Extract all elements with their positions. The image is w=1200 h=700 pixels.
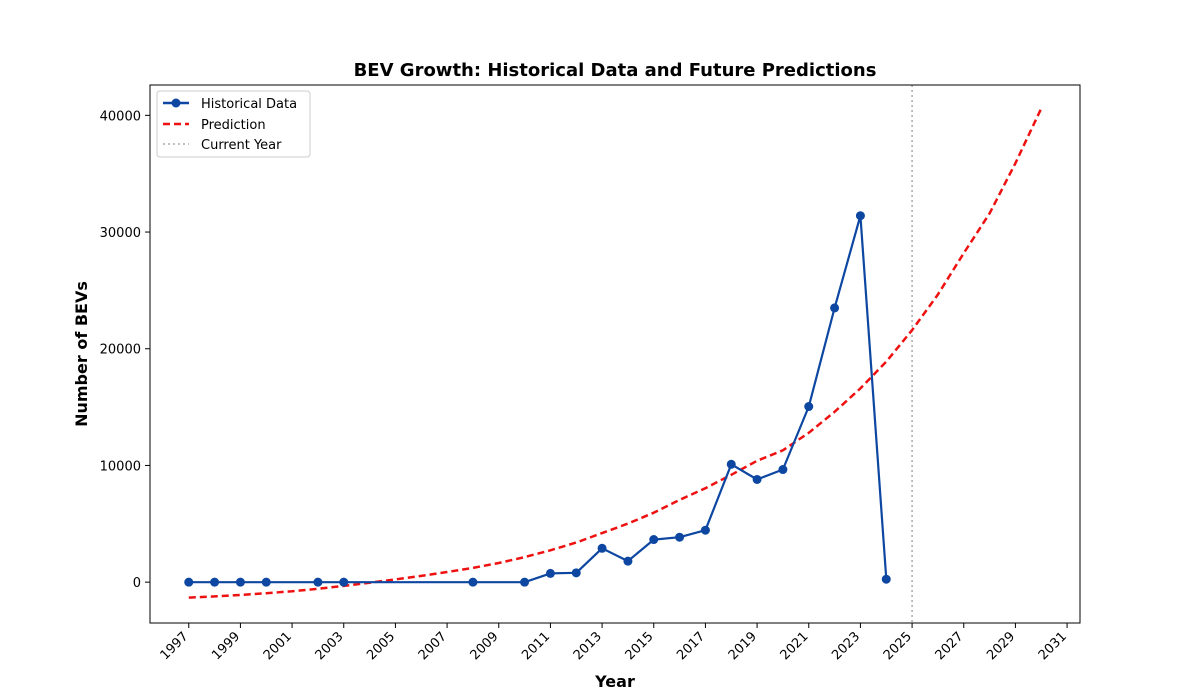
legend: Historical Data Prediction Current Year [156,90,311,158]
x-tick-label: 2031 [1036,629,1070,663]
x-axis-title: Year [594,672,635,691]
y-tick-label: 0 [133,576,141,591]
x-tick-label: 2011 [519,629,553,663]
prediction-line [188,107,1043,599]
historical-point [623,556,633,566]
y-axis-title: Number of BEVs [72,281,91,427]
legend-label-historical: Historical Data [201,97,297,112]
x-tick-label: 2007 [416,629,450,663]
historical-point [339,577,349,587]
y-tick-label: 10000 [100,459,141,474]
legend-marker-historical [171,98,181,108]
x-tick-label: 2023 [829,629,863,663]
historical-point [649,535,659,545]
historical-point [675,532,685,542]
legend-box [156,90,311,158]
x-tick-label: 2027 [933,629,967,663]
y-axis: 0 10000 20000 30000 40000 [100,109,150,591]
x-tick-label: 2009 [468,629,502,663]
x-tick-label: 2025 [881,629,915,663]
historical-point [261,577,271,587]
historical-point [235,577,245,587]
x-axis: 1997 1999 2001 2003 2005 2007 2009 2011 2013 2015… [158,623,1070,663]
legend-label-current-year: Current Year [201,138,282,153]
historical-point [520,577,530,587]
y-tick-label: 20000 [100,343,141,358]
y-tick-label: 30000 [100,226,141,241]
x-tick-label: 2003 [313,629,347,663]
plot-area [184,85,1043,623]
x-tick-label: 2029 [984,629,1018,663]
x-tick-label: 2015 [623,629,657,663]
historical-point [571,568,581,578]
historical-point [184,577,194,587]
historical-point [726,459,736,469]
chart-title: BEV Growth: Historical Data and Future P… [354,60,877,81]
historical-point [881,574,891,584]
historical-point [778,465,788,475]
legend-label-prediction: Prediction [201,118,266,133]
historical-point [752,474,762,484]
x-tick-label: 1997 [158,629,192,663]
y-tick-label: 40000 [100,109,141,124]
x-tick-label: 2017 [674,629,708,663]
x-tick-label: 2021 [778,629,812,663]
x-tick-label: 2001 [261,629,295,663]
historical-point [313,577,323,587]
historical-point [804,402,814,412]
historical-point [597,543,607,553]
plot-frame [149,84,1081,624]
x-tick-label: 1999 [209,629,243,663]
historical-point [210,577,220,587]
historical-point [700,525,710,535]
x-tick-label: 2013 [571,629,605,663]
historical-point [830,303,840,313]
historical-point [468,577,478,587]
historical-point [545,568,555,578]
x-tick-label: 2005 [364,629,398,663]
historical-point [855,211,865,221]
historical-line [188,214,888,584]
x-tick-label: 2019 [726,629,760,663]
